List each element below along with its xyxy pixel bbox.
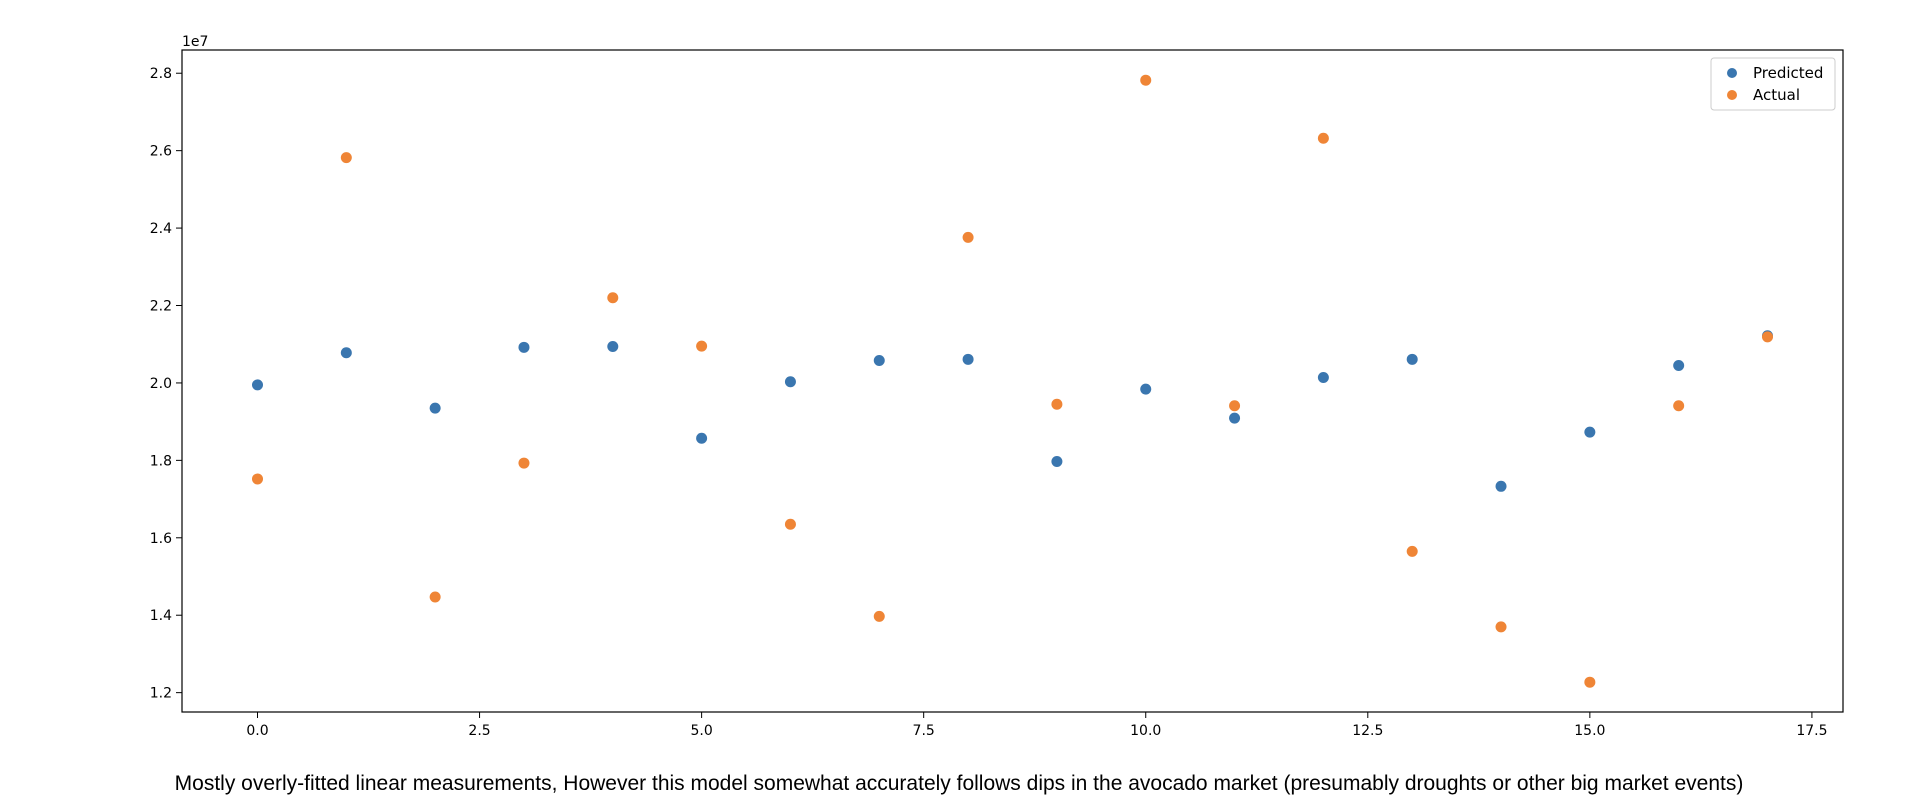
legend-label-actual: Actual <box>1753 86 1800 104</box>
data-point-predicted <box>1229 412 1241 424</box>
x-tick-label: 12.5 <box>1352 723 1383 739</box>
data-point-predicted <box>429 402 441 414</box>
data-point-actual <box>784 518 796 530</box>
scatter-chart: 0.0 2.5 5.0 7.5 10.0 12.5 15.0 17.5 1.2 1.4 1.6 1.8… <box>150 34 1844 739</box>
data-point-actual <box>1140 74 1152 86</box>
legend-marker-predicted <box>1727 68 1737 78</box>
legend-marker-actual <box>1727 90 1737 100</box>
data-point-predicted <box>962 353 974 365</box>
legend-box <box>1710 57 1836 111</box>
data-point-predicted <box>1406 353 1418 365</box>
x-tick-label: 17.5 <box>1796 723 1827 739</box>
data-point-predicted <box>1317 372 1329 384</box>
x-tick-label: 7.5 <box>913 723 935 739</box>
data-point-predicted <box>340 347 352 359</box>
data-point-predicted <box>696 432 708 444</box>
y-tick-label: 1.6 <box>150 531 172 547</box>
data-point-predicted <box>1140 383 1152 395</box>
data-point-predicted <box>1673 360 1685 372</box>
data-point-actual <box>1229 400 1241 412</box>
figure-caption: Mostly overly-fitted linear measurements… <box>174 772 1744 795</box>
y-tick-label: 1.8 <box>150 453 172 469</box>
marks-layer: 0.0 2.5 5.0 7.5 10.0 12.5 15.0 17.5 1.2 1.4 1.6 1.8… <box>150 34 1844 739</box>
data-point-actual <box>1584 676 1596 688</box>
data-point-predicted <box>518 341 530 353</box>
data-point-actual <box>252 473 263 485</box>
y-tick-label: 2.2 <box>150 299 172 315</box>
y-tick-label: 1.4 <box>150 608 172 624</box>
plot-frame <box>181 49 1844 713</box>
data-point-actual <box>1406 545 1418 557</box>
data-point-actual <box>1762 331 1773 343</box>
data-point-actual <box>340 152 352 164</box>
y-tick-label: 2.4 <box>150 221 172 237</box>
x-tick-label: 10.0 <box>1130 723 1161 739</box>
data-point-predicted <box>252 379 263 391</box>
x-tick-label: 0.0 <box>246 723 268 739</box>
y-tick-label: 1.2 <box>150 686 172 702</box>
data-point-predicted <box>607 341 619 353</box>
data-point-predicted <box>784 376 796 388</box>
data-point-predicted <box>873 354 885 366</box>
data-point-actual <box>607 292 619 304</box>
data-point-actual <box>1317 132 1329 144</box>
data-point-actual <box>1051 398 1063 410</box>
data-point-actual <box>962 231 974 243</box>
y-offset-label: 1e7 <box>182 34 208 50</box>
data-point-predicted <box>1495 480 1507 492</box>
data-point-actual <box>518 457 530 469</box>
data-point-actual <box>1495 621 1507 633</box>
x-tick-label: 2.5 <box>468 723 490 739</box>
x-tick-label: 5.0 <box>690 723 712 739</box>
y-tick-label: 2.0 <box>150 376 172 392</box>
y-tick-label: 2.8 <box>150 66 172 82</box>
data-point-actual <box>873 610 885 622</box>
legend-label-predicted: Predicted <box>1753 64 1823 82</box>
x-tick-label: 15.0 <box>1574 723 1605 739</box>
data-point-predicted <box>1051 456 1063 468</box>
data-point-actual <box>696 340 708 352</box>
y-tick-label: 2.6 <box>150 144 172 160</box>
data-point-predicted <box>1584 426 1596 438</box>
data-point-actual <box>1673 400 1685 412</box>
data-point-actual <box>429 591 441 603</box>
